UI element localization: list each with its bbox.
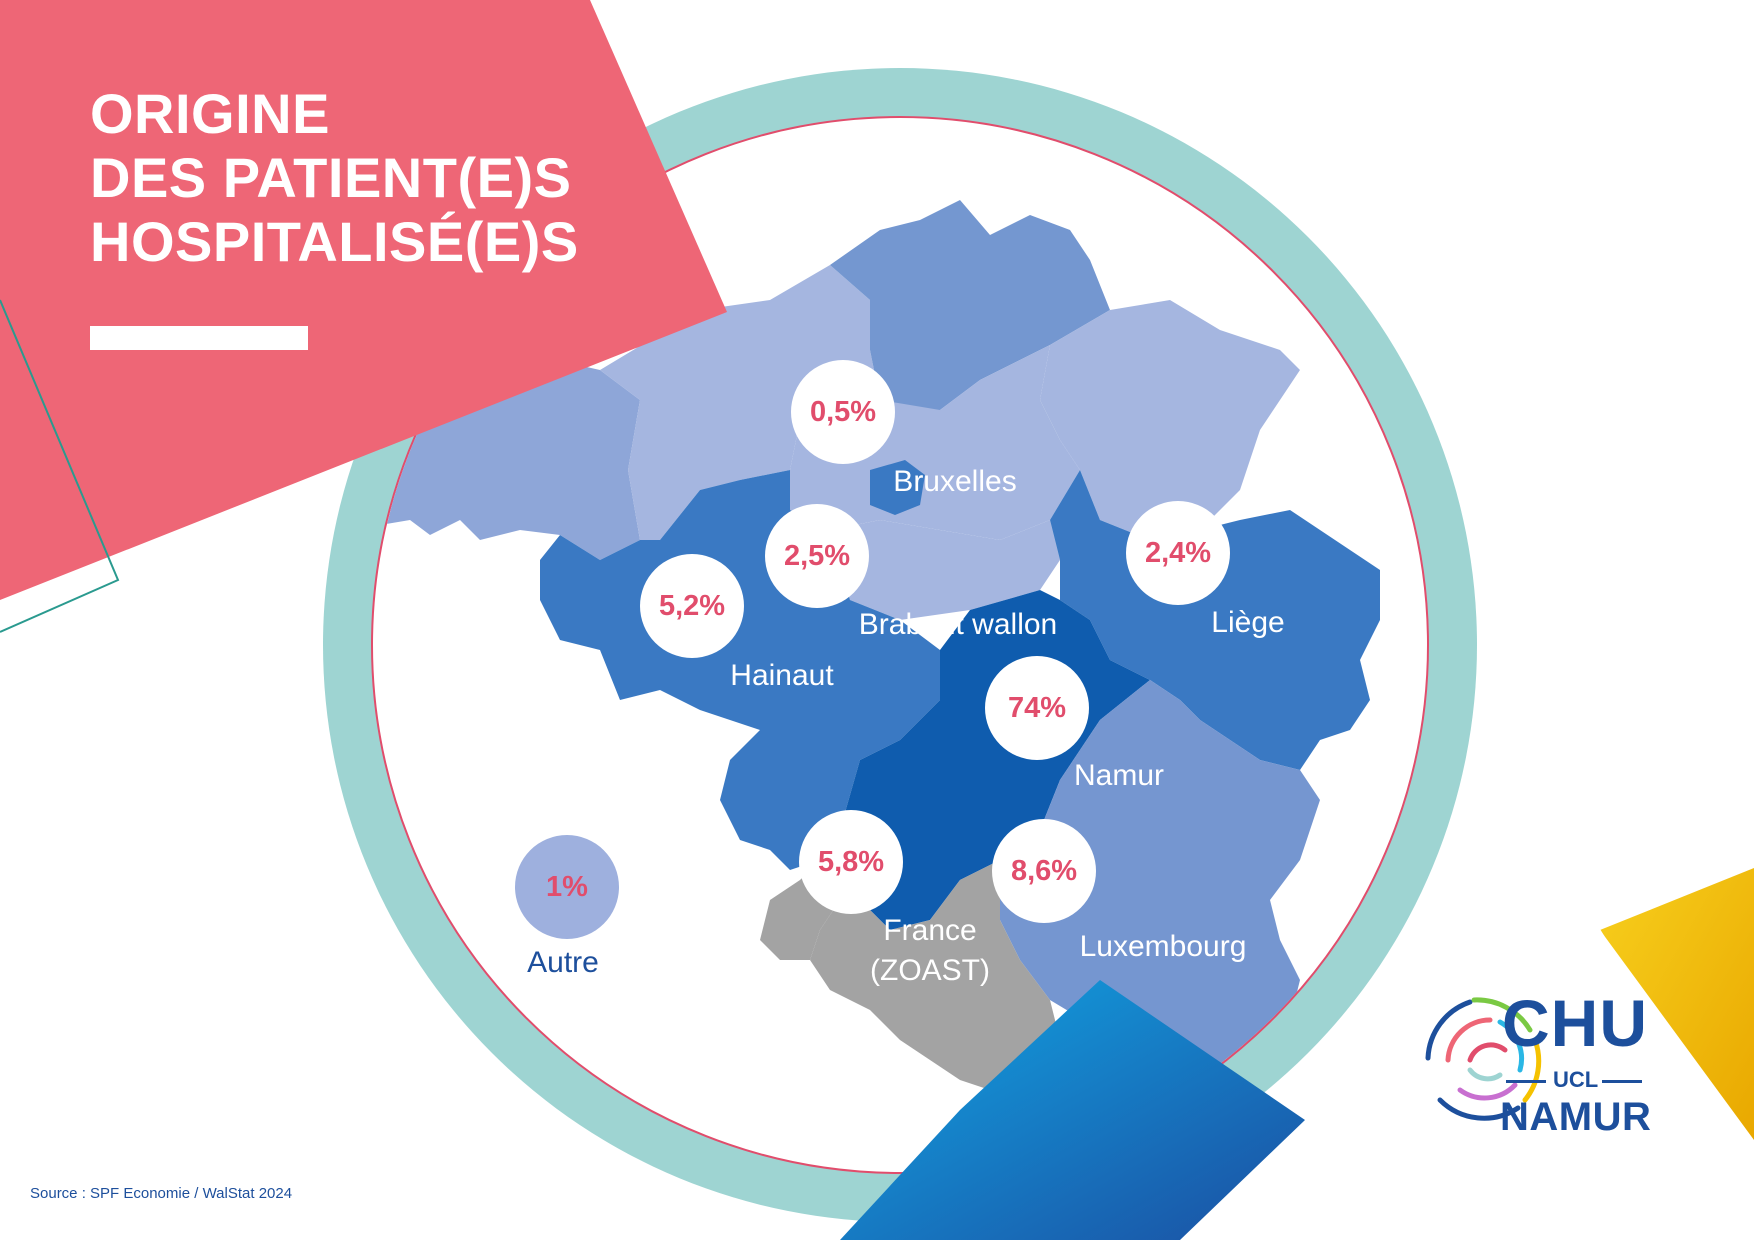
label-luxembourg: Luxembourg: [1079, 930, 1247, 963]
region-bruxelles: [870, 460, 925, 515]
percent-hainaut: 5,2%: [640, 554, 744, 658]
label-namur: Namur: [1073, 759, 1165, 792]
chu-logo-icon: [1425, 997, 1542, 1121]
label-autre: Autre: [527, 946, 599, 979]
title-banner: [0, 0, 727, 600]
region-luxembourg: [1000, 680, 1320, 1070]
logo-namur-text: NAMUR: [1500, 1095, 1652, 1139]
label-france-line2: (ZOAST): [870, 954, 990, 987]
label-france-line1: France: [883, 914, 977, 947]
percent-brabant-wallon: 2,5%: [765, 504, 869, 608]
region-brabant-wallon: [830, 520, 1060, 620]
percent-bruxelles: 0,5%: [791, 360, 895, 464]
title-line-2: DES PATIENT(E)S: [90, 146, 572, 209]
percent-luxembourg: 8,6%: [992, 819, 1096, 923]
label-france: France (ZOAST): [870, 911, 990, 991]
label-bruxelles: Bruxelles: [893, 465, 1017, 498]
label-brabant-wallon: Brabant wallon: [858, 608, 1058, 641]
label-liege: Liège: [1211, 606, 1285, 639]
region-france-zoast: [810, 860, 1060, 1090]
page-title: ORIGINE DES PATIENT(E)S HOSPITALISÉ(E)S: [90, 82, 579, 274]
region-flemish-brabant: [790, 345, 1080, 540]
label-hainaut: Hainaut: [730, 659, 834, 692]
blue-accent: [840, 980, 1305, 1240]
title-line-3: HOSPITALISÉ(E)S: [90, 210, 579, 273]
yellow-accent: [1600, 868, 1754, 1140]
source-note: Source : SPF Economie / WalStat 2024: [30, 1185, 293, 1202]
white-fold: [1380, 880, 1754, 1240]
title-underline: [90, 326, 308, 350]
logo-rule-left: [1506, 1080, 1546, 1083]
logo-chu-text: CHU: [1502, 986, 1648, 1060]
percent-autre: 1%: [515, 835, 619, 939]
region-limburg: [1040, 300, 1300, 540]
region-antwerp: [830, 200, 1110, 410]
title-line-1: ORIGINE: [90, 82, 330, 145]
percent-france: 5,8%: [799, 810, 903, 914]
logo-rule-right: [1602, 1080, 1642, 1083]
percent-namur: 74%: [985, 656, 1089, 760]
inner-ring-line: [371, 116, 1429, 1174]
logo-ucl-text: UCL: [1553, 1067, 1599, 1092]
percent-liege: 2,4%: [1126, 501, 1230, 605]
banner-outline-line: [0, 299, 120, 633]
